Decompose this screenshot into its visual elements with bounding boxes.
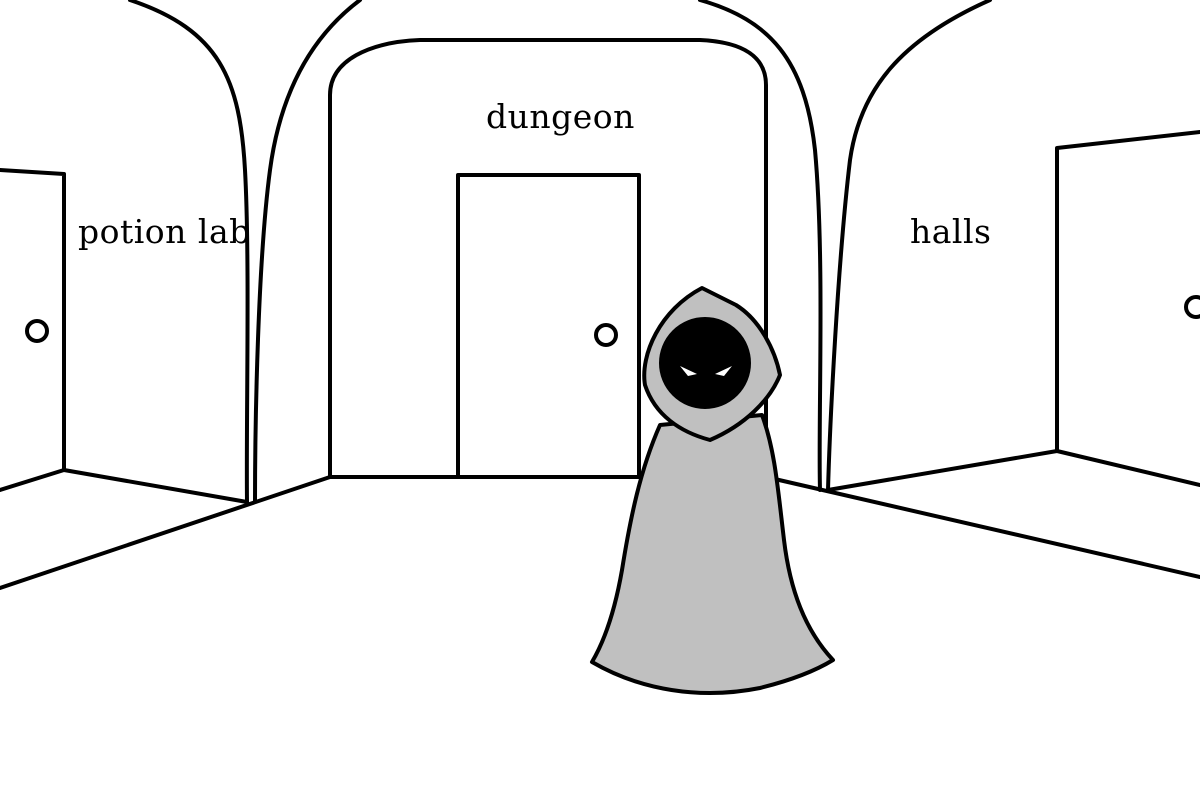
- door-potion-lab[interactable]: [0, 168, 66, 472]
- right-floor-edge: [826, 449, 1200, 492]
- door-potion-lab-frame: [0, 168, 66, 472]
- dungeon-label[interactable]: dungeon: [486, 97, 635, 136]
- right-arch-curve: [826, 0, 992, 492]
- left-arch-outer: [253, 0, 362, 504]
- left-wall: [0, 0, 332, 590]
- left-arch-curve: [128, 0, 250, 504]
- left-foreground-floor-line: [0, 475, 332, 590]
- potion-lab-label[interactable]: potion lab: [78, 212, 251, 251]
- door-potion-lab-knob: [25, 319, 49, 343]
- figure-face: [659, 317, 751, 409]
- right-foreground-floor-line: [764, 475, 1200, 579]
- figure-left-eye: [680, 366, 697, 376]
- door-halls-knob: [1184, 295, 1200, 319]
- door-dungeon[interactable]: [456, 173, 641, 479]
- center-arch: [328, 38, 768, 479]
- right-wall: [764, 0, 1200, 579]
- left-floor-edge: [0, 468, 249, 504]
- door-dungeon-frame: [456, 173, 641, 479]
- figure-right-eye: [715, 366, 732, 376]
- door-halls[interactable]: [1055, 130, 1200, 453]
- door-halls-frame: [1055, 130, 1200, 453]
- hooded-figure[interactable]: [590, 286, 835, 695]
- door-dungeon-knob: [594, 323, 618, 347]
- halls-label[interactable]: halls: [910, 212, 992, 251]
- right-arch-outer: [698, 0, 823, 492]
- figure-robe: [590, 413, 835, 695]
